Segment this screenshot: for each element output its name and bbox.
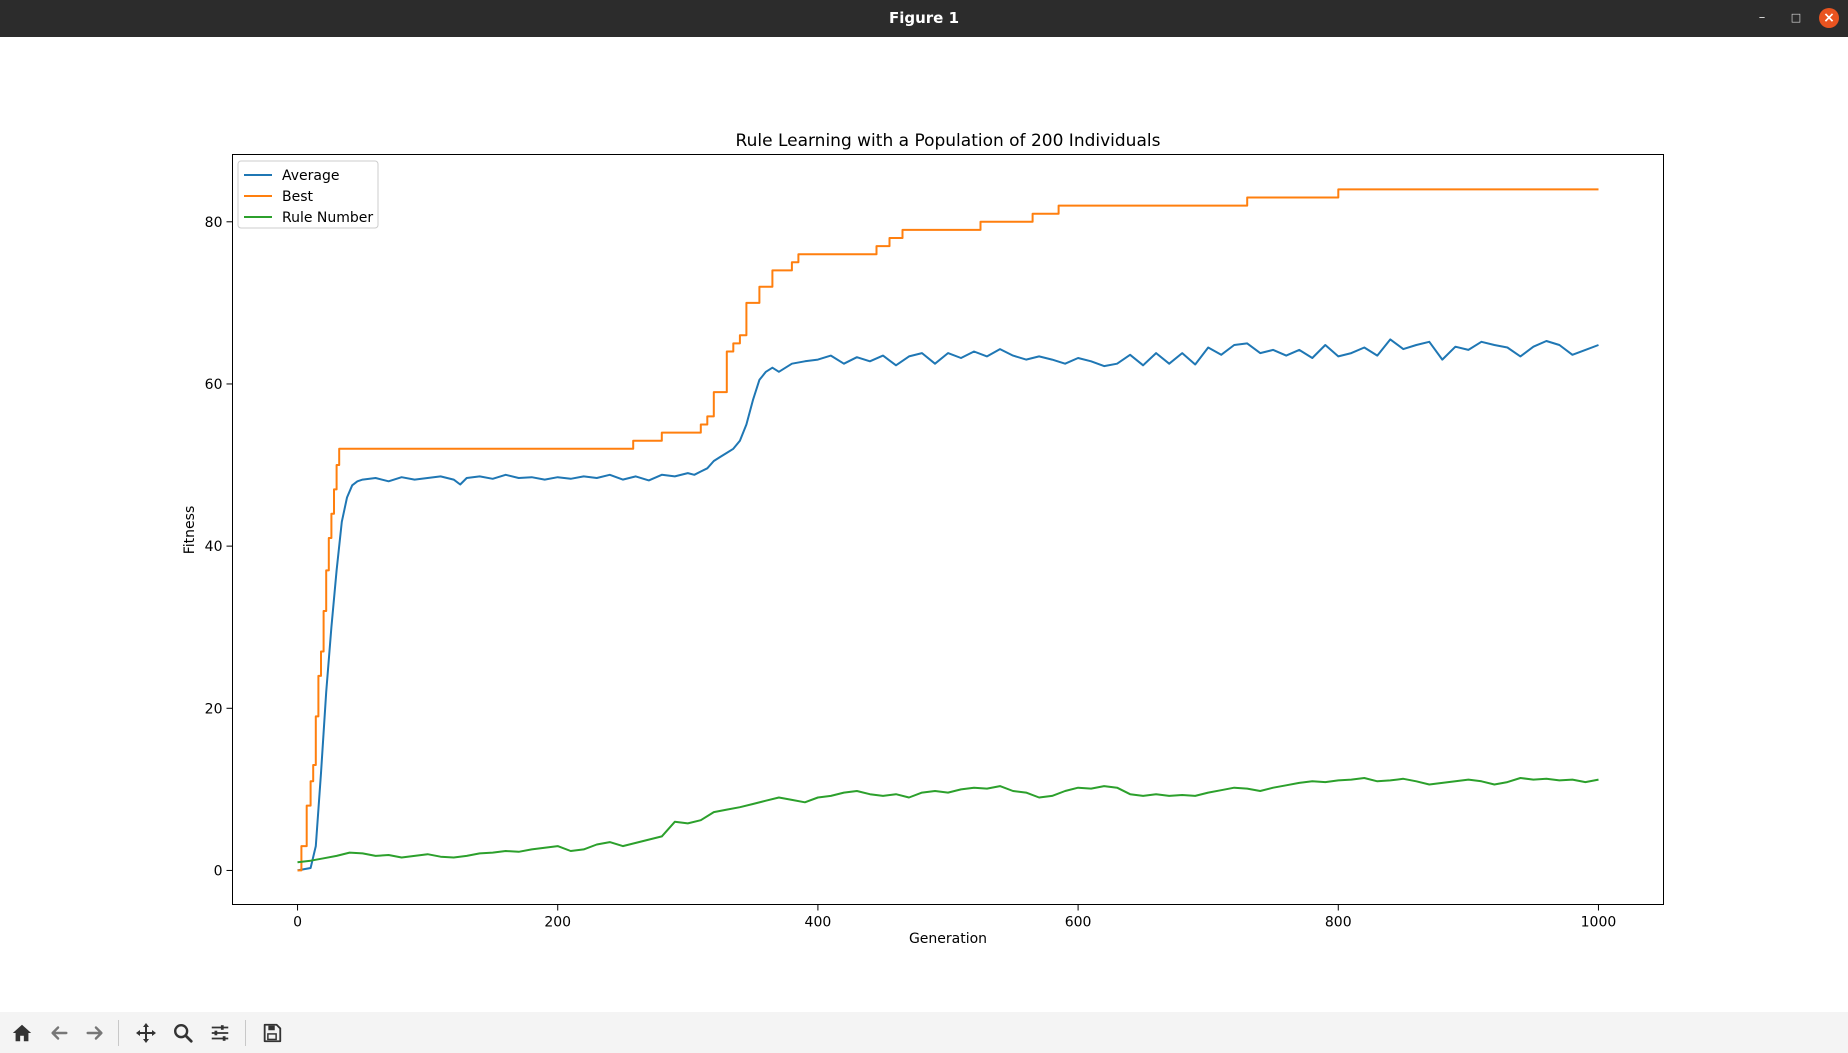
- y-tick-label: 0: [214, 863, 223, 879]
- navigation-toolbar: [0, 1012, 1848, 1053]
- save-icon[interactable]: [257, 1018, 287, 1048]
- y-axis-label: Fitness: [182, 506, 198, 555]
- back-icon[interactable]: [44, 1018, 74, 1048]
- toolbar-separator: [118, 1020, 119, 1046]
- legend: Average Best Rule Number: [237, 160, 379, 229]
- window-titlebar: Figure 1 – □ ×: [0, 0, 1848, 37]
- maximize-icon[interactable]: □: [1790, 11, 1802, 24]
- legend-label-average: Average: [282, 168, 340, 184]
- close-icon[interactable]: ×: [1819, 8, 1839, 28]
- x-tick-label: 400: [805, 915, 832, 931]
- y-axis: 0 20 40 60 80: [205, 215, 233, 879]
- x-tick-label: 200: [544, 915, 571, 931]
- x-axis: 0 200 400 600 800 1000: [293, 904, 1617, 931]
- series-line-best: [297, 188, 1599, 872]
- y-tick-label: 60: [205, 377, 223, 393]
- legend-label-best: Best: [282, 189, 314, 205]
- minimize-icon[interactable]: –: [1758, 10, 1766, 25]
- chart-svg: Rule Learning with a Population of 200 I…: [182, 131, 1664, 947]
- home-icon[interactable]: [7, 1018, 37, 1048]
- legend-box: [237, 160, 379, 229]
- x-tick-label: 800: [1325, 915, 1352, 931]
- x-tick-label: 600: [1065, 915, 1092, 931]
- zoom-icon[interactable]: [168, 1018, 198, 1048]
- x-tick-label: 0: [293, 915, 302, 931]
- plot-frame: [232, 154, 1664, 905]
- plot-lines: [297, 188, 1599, 872]
- y-tick-label: 80: [205, 215, 223, 231]
- series-line-rule-number: [297, 777, 1599, 864]
- series-line-average: [297, 338, 1599, 872]
- y-tick-label: 40: [205, 539, 223, 555]
- legend-label-rule-number: Rule Number: [282, 210, 373, 226]
- pan-icon[interactable]: [131, 1018, 161, 1048]
- y-tick-label: 20: [205, 701, 223, 717]
- configure-subplots-icon[interactable]: [205, 1018, 235, 1048]
- toolbar-separator: [245, 1020, 246, 1046]
- figure-canvas: Rule Learning with a Population of 200 I…: [0, 37, 1848, 1012]
- window-title: Figure 1: [888, 9, 960, 27]
- x-tick-label: 1000: [1581, 915, 1617, 931]
- chart-title: Rule Learning with a Population of 200 I…: [736, 131, 1161, 151]
- x-axis-label: Generation: [909, 931, 987, 947]
- forward-icon[interactable]: [80, 1018, 110, 1048]
